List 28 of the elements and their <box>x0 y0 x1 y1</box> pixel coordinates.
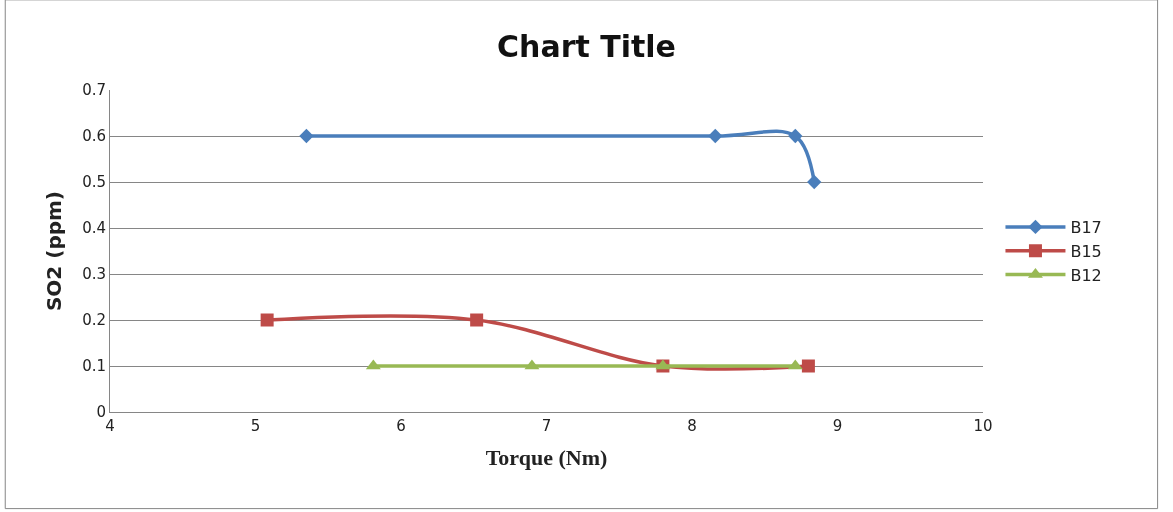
chart-title: Chart Title <box>497 28 676 64</box>
point <box>299 128 314 144</box>
y-tick-label: 0.1 <box>82 357 106 376</box>
point <box>708 128 723 144</box>
x-tick-label: 5 <box>250 417 261 435</box>
y-tick-label: 0.7 <box>82 81 106 100</box>
y-tick-label: 0.4 <box>82 219 106 238</box>
x-tick-label: 6 <box>396 417 406 435</box>
y-axis-title: SO2 (ppm) <box>41 190 66 312</box>
point <box>807 174 822 190</box>
x-tick-label: 4 <box>105 417 115 435</box>
y-tick-label: 0.2 <box>82 311 106 330</box>
legend-label: B12 <box>1070 265 1102 285</box>
point <box>788 128 803 144</box>
x-axis-title: Torque (Nm) <box>485 444 608 470</box>
y-tick-label: 0.5 <box>82 173 106 192</box>
x-tick-label: 9 <box>832 417 843 435</box>
legend-label: B15 <box>1070 241 1102 261</box>
y-tick-label: 0 <box>96 403 106 422</box>
x-tick-label: 10 <box>973 417 993 435</box>
x-tick-label: 8 <box>687 417 697 435</box>
point <box>470 313 484 327</box>
y-tick-label: 0.6 <box>82 127 106 146</box>
point <box>801 359 815 373</box>
y-tick-label: 0.3 <box>82 265 106 284</box>
legend-label: B17 <box>1070 218 1102 238</box>
x-tick-label: 7 <box>541 417 552 435</box>
point <box>260 313 274 327</box>
